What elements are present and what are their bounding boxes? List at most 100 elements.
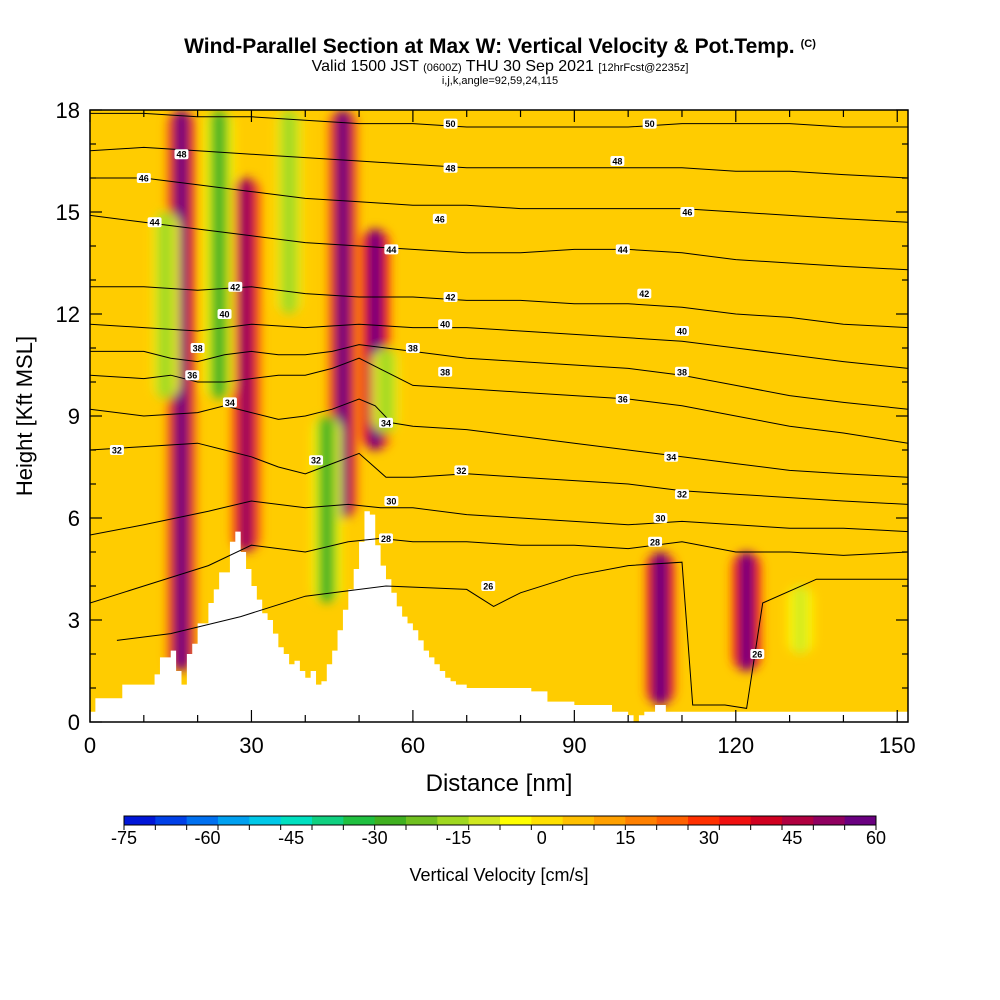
contour-label-bg [642, 118, 657, 129]
contour-label: 46 [432, 213, 447, 224]
x-axis: 0 30 60 90 120 150 [84, 110, 916, 758]
colorbar-swatch [844, 816, 877, 825]
contour-label: 36 [615, 394, 630, 405]
contour-label-text: 28 [650, 537, 660, 547]
isentrope-32 [90, 442, 908, 505]
contour-label-bg [136, 173, 151, 183]
contour-label-text: 30 [386, 497, 396, 507]
contour-label-text: 26 [752, 650, 762, 660]
contour-label: 42 [228, 281, 243, 292]
contour-label: 38 [190, 343, 205, 354]
contour-label-text: 38 [408, 344, 418, 354]
y-tick-label: 3 [68, 608, 80, 633]
downdraft-core [794, 586, 807, 654]
colorbar-swatch [406, 816, 438, 825]
contour-labels: 26 26 28 28 30 30 32 32 32 32 34 34 34 36 36 38 38 38 38 40… [109, 118, 765, 660]
contour-label: 50 [443, 118, 458, 129]
colorbar-tick-label: -15 [445, 828, 471, 848]
contour-label-bg [648, 536, 663, 547]
contour-label: 40 [217, 309, 232, 320]
contour-label: 46 [136, 173, 151, 184]
chart-title: Wind-Parallel Section at Max W: Vertical… [184, 35, 795, 58]
colorbar-swatch [688, 816, 720, 825]
contour-label-text: 46 [682, 208, 692, 218]
contour-label-bg [674, 326, 689, 336]
colorbar-swatch [531, 816, 564, 825]
contour-label-text: 26 [483, 582, 493, 592]
updraft-core [654, 552, 667, 705]
contour-label-bg [674, 366, 689, 377]
contour-label-bg [438, 366, 453, 377]
colorbar-tick-label: 30 [699, 828, 719, 848]
contour-label-bg [443, 292, 458, 302]
contour-label-bg [750, 649, 765, 659]
contour-label: 40 [438, 319, 453, 330]
x-tick-label: 90 [562, 733, 586, 758]
contour-label-text: 50 [645, 119, 655, 129]
contour-label: 38 [405, 343, 420, 354]
y-tick-label: 12 [56, 302, 80, 327]
updraft-core [740, 552, 753, 671]
contour-label-bg [222, 397, 237, 408]
contour-label-text: 44 [618, 245, 628, 255]
downdraft-core [159, 212, 172, 399]
isentrope-28 [90, 537, 908, 604]
y-tick-label: 18 [56, 98, 80, 123]
vertical-velocity-field [90, 110, 908, 722]
x-tick-label: 60 [401, 733, 425, 758]
contour-label-bg [378, 417, 393, 428]
chart-subtitle: Valid 1500 JST (0600Z) THU 30 Sep 2021 [… [0, 59, 1000, 75]
colorbar-swatch [218, 816, 250, 825]
downdraft-core [212, 110, 226, 399]
updraft-core [239, 178, 253, 552]
contour-label-bg [680, 207, 695, 217]
contour-label: 50 [642, 118, 657, 129]
colorbar-swatch [500, 816, 532, 825]
contour-label-text: 48 [612, 157, 622, 167]
contour-label-text: 42 [639, 289, 649, 299]
colorbar-tick-label: -30 [362, 828, 388, 848]
contour-label: 28 [648, 536, 663, 547]
contour-label-bg [615, 394, 630, 404]
contour-label: 48 [174, 149, 189, 160]
contour-label-bg [384, 496, 399, 506]
contour-label: 32 [454, 465, 469, 476]
contour-label-text: 44 [150, 218, 160, 228]
contour-label: 40 [674, 326, 689, 337]
contour-label: 36 [185, 370, 200, 381]
contour-label: 34 [222, 397, 237, 408]
contour-label-text: 28 [381, 534, 391, 544]
contour-label-text: 48 [176, 150, 186, 160]
isentrope-38 [90, 344, 908, 410]
isentrope-44 [90, 214, 908, 271]
contour-label-text: 40 [220, 310, 230, 320]
colorbar-swatch [343, 816, 376, 825]
title-block: Wind-Parallel Section at Max W: Vertical… [0, 36, 1000, 87]
updraft-core [336, 110, 350, 518]
isentrope-46 [90, 177, 908, 223]
contour-label-text: 42 [230, 282, 240, 292]
contour-label-text: 38 [677, 367, 687, 377]
contour-label-text: 40 [440, 320, 450, 330]
contour-label-bg [664, 451, 679, 462]
colorbar-tick-label: -60 [195, 828, 221, 848]
contour-label-bg [309, 455, 324, 466]
colorbar-swatch [280, 816, 313, 825]
contour-label-bg [174, 149, 189, 160]
contour-label: 34 [664, 451, 679, 462]
colorbar-tick-label: 45 [782, 828, 802, 848]
colorbar-swatch [374, 816, 407, 825]
contour-label-text: 32 [112, 446, 122, 456]
contour-label: 26 [750, 649, 765, 660]
contour-label-bg [610, 156, 625, 166]
contour-label: 26 [481, 581, 496, 592]
contour-label: 38 [438, 366, 453, 377]
colorbar-tick-label: 0 [537, 828, 547, 848]
contour-label: 32 [674, 489, 689, 500]
y-tick-label: 0 [68, 710, 80, 735]
colorbar-swatch [155, 816, 188, 825]
contour-label: 32 [109, 445, 124, 456]
contour-label-text: 48 [446, 163, 456, 173]
